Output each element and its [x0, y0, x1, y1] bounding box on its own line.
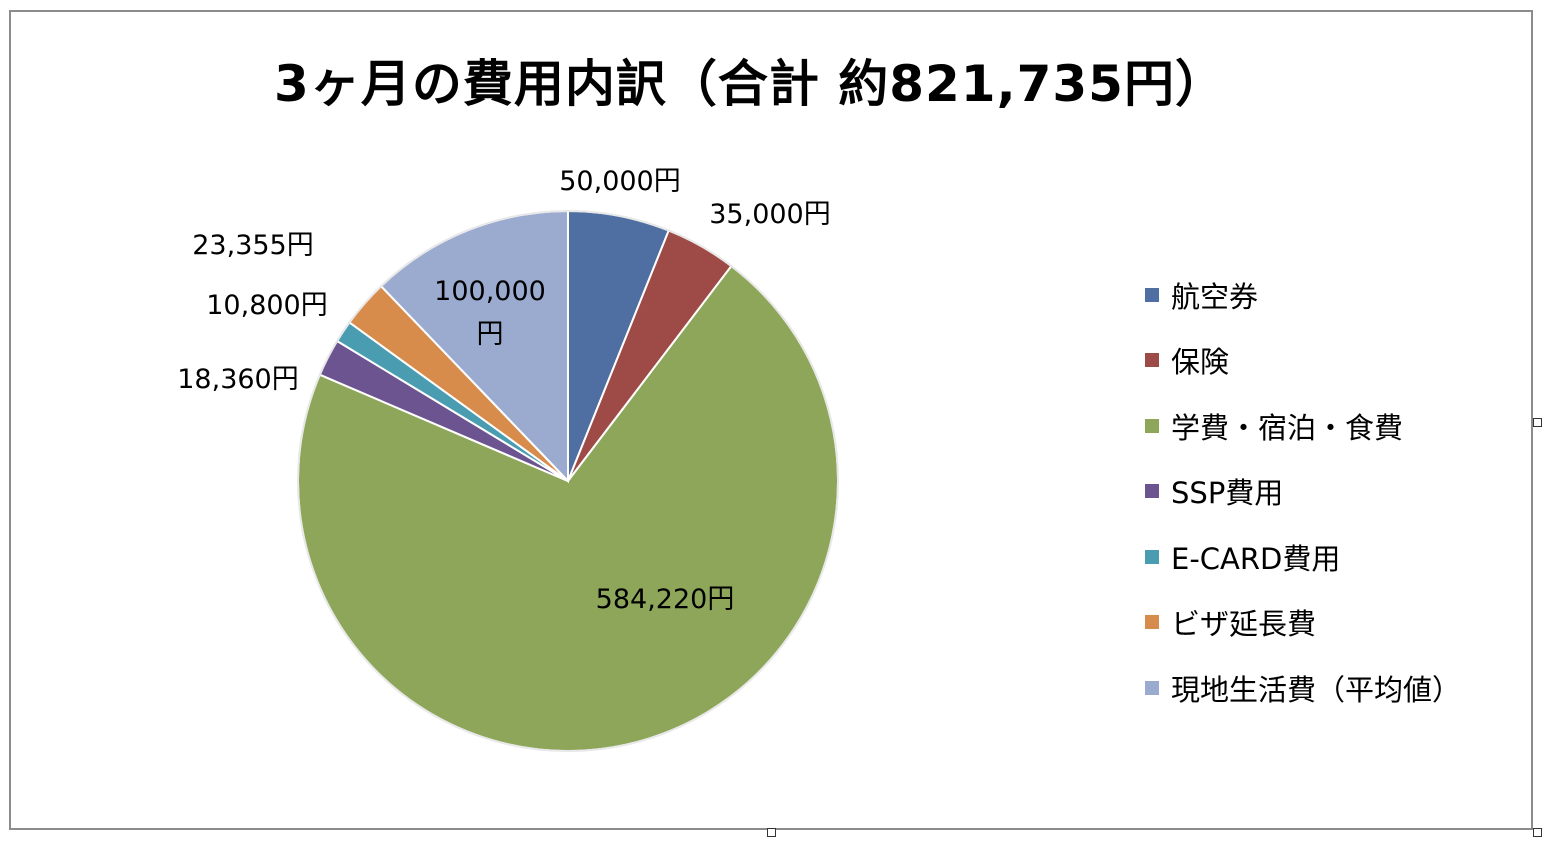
data-label-4: 18,360円 — [177, 364, 298, 395]
legend-item-2: 保険 — [1145, 328, 1461, 394]
legend-item-3: 学費・宿泊・食費 — [1145, 393, 1461, 459]
legend-label: E-CARD費用 — [1171, 541, 1341, 576]
legend-swatch — [1145, 418, 1159, 433]
data-label-1: 50,000円 — [559, 166, 680, 197]
data-label-5: 10,800円 — [206, 290, 327, 321]
data-label-2: 35,000円 — [709, 199, 830, 230]
chart-legend: 航空券保険学費・宿泊・食費 SSP費用 E-CARD費用 ビザ延長費現地生活費（平均値… — [1145, 262, 1461, 721]
chart-title: 3ヶ月の費用内訳（合計 約821,735円） — [274, 55, 1226, 113]
pie-outline — [297, 210, 839, 752]
resize-handle-bottom[interactable] — [767, 828, 776, 837]
legend-label: 学費・宿泊・食費 — [1171, 410, 1404, 445]
legend-label: 現地生活費（平均値） — [1171, 672, 1462, 707]
data-label-6: 23,355円 — [192, 230, 313, 261]
legend-label: SSP費用 — [1171, 476, 1284, 511]
legend-swatch — [1145, 484, 1159, 499]
data-label-3: 584,220円 — [596, 584, 735, 615]
legend-item-7: 現地生活費（平均値） — [1145, 655, 1461, 721]
legend-item-6: ビザ延長費 — [1145, 590, 1461, 656]
legend-swatch — [1145, 353, 1159, 368]
legend-item-4: SSP費用 — [1145, 459, 1461, 525]
legend-label: 航空券 — [1171, 279, 1259, 314]
data-label-7: 100,000 円 — [434, 276, 546, 350]
legend-label: ビザ延長費 — [1171, 607, 1317, 642]
legend-item-5: E-CARD費用 — [1145, 524, 1461, 590]
resize-handle-right[interactable] — [1533, 418, 1542, 427]
legend-item-1: 航空券 — [1145, 262, 1461, 328]
legend-swatch — [1145, 287, 1159, 302]
resize-handle-corner[interactable] — [1533, 828, 1542, 837]
legend-label: 保険 — [1171, 345, 1230, 380]
legend-swatch — [1145, 615, 1159, 630]
legend-swatch — [1145, 680, 1159, 695]
legend-swatch — [1145, 549, 1159, 564]
